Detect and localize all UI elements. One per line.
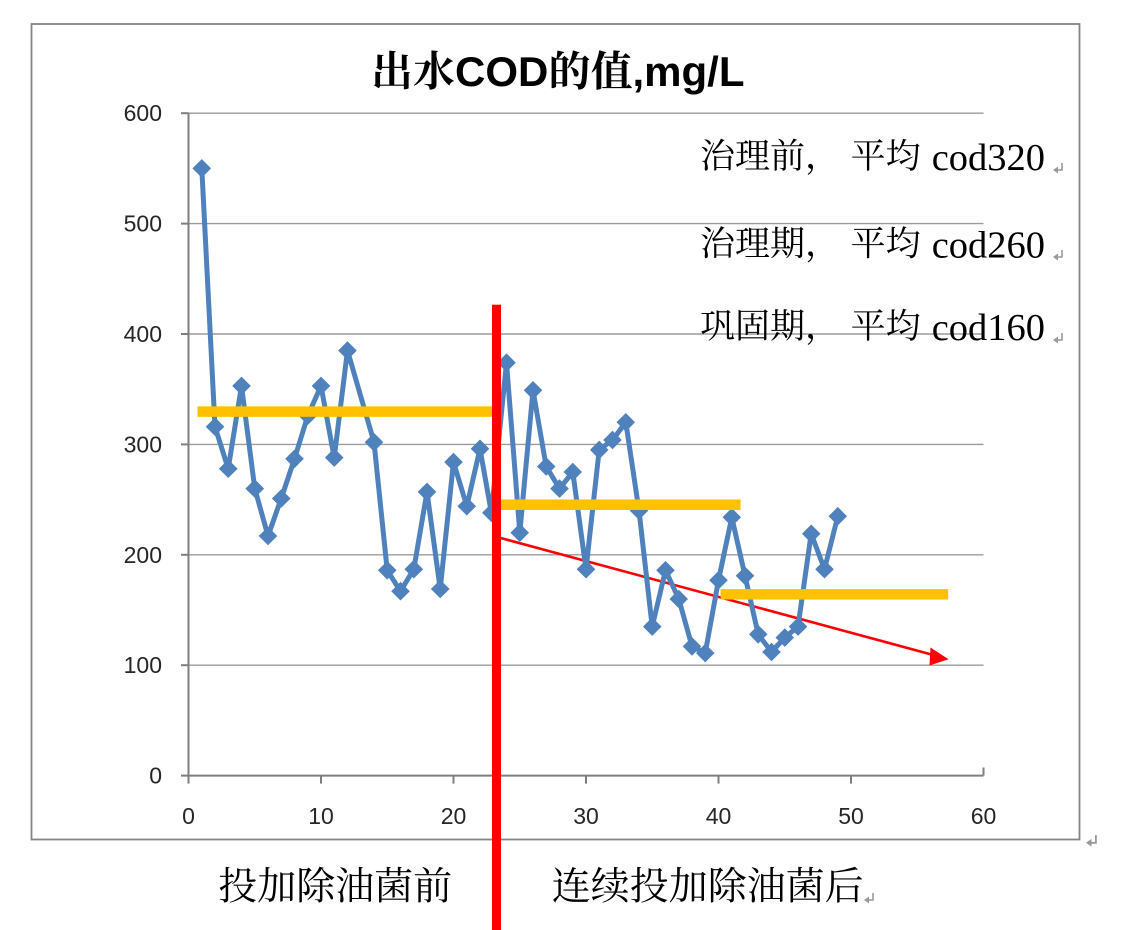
- svg-text:cod260: cod260: [932, 225, 1045, 267]
- svg-text:40: 40: [706, 803, 732, 829]
- svg-text:400: 400: [124, 321, 162, 347]
- svg-text:,mg/L: ,mg/L: [633, 48, 745, 95]
- svg-text:20: 20: [441, 803, 467, 829]
- svg-text:30: 30: [573, 803, 599, 829]
- svg-text:50: 50: [838, 803, 864, 829]
- svg-text:300: 300: [124, 431, 162, 457]
- svg-text:COD: COD: [455, 48, 548, 95]
- svg-text:200: 200: [124, 542, 162, 568]
- svg-text:0: 0: [182, 803, 195, 829]
- svg-text:500: 500: [124, 211, 162, 237]
- svg-text:100: 100: [124, 652, 162, 678]
- svg-text:60: 60: [971, 803, 997, 829]
- svg-text:cod160: cod160: [932, 307, 1045, 349]
- svg-text:cod320: cod320: [932, 137, 1045, 179]
- svg-text:0: 0: [149, 763, 162, 789]
- svg-text:600: 600: [124, 100, 162, 126]
- svg-text:10: 10: [308, 803, 334, 829]
